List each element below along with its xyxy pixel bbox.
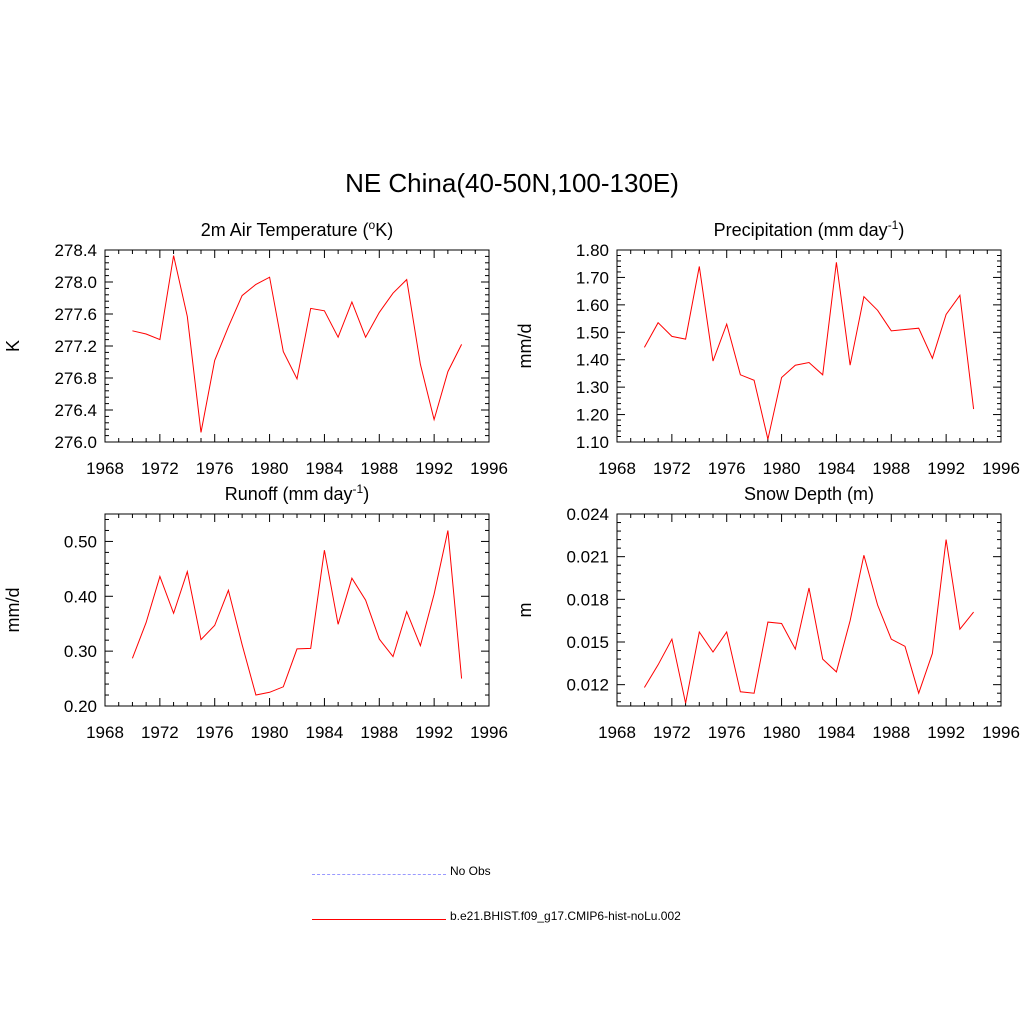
y-tick-label: 276.4 (54, 401, 97, 420)
x-tick-label: 1992 (415, 459, 453, 478)
y-tick-label: 0.30 (64, 642, 97, 661)
x-tick-label: 1988 (360, 723, 398, 742)
x-tick-label: 1976 (708, 723, 746, 742)
panel-title: 2m Air Temperature (oK) (201, 218, 393, 240)
x-tick-label: 1980 (251, 723, 289, 742)
panel-title-superscript: o (369, 218, 376, 232)
x-tick-label: 1996 (470, 459, 508, 478)
panel-title: Runoff (mm day-1) (225, 482, 369, 504)
y-tick-label: 0.015 (566, 633, 609, 652)
panel-title-main: Runoff (mm day (225, 484, 353, 504)
x-tick-label: 1996 (470, 723, 508, 742)
panel-title-superscript: -1 (353, 482, 364, 496)
plot-frame (104, 513, 490, 707)
y-tick-label: 0.012 (566, 676, 609, 695)
x-tick-label: 1976 (708, 459, 746, 478)
plot-frame (616, 249, 1002, 443)
y-tick-label: 0.20 (64, 697, 97, 716)
y-tick-label: 0.024 (566, 505, 609, 524)
legend-solid-line (312, 919, 446, 920)
x-tick-label: 1976 (196, 459, 234, 478)
y-tick-label: 276.8 (54, 369, 97, 388)
y-tick-label: 1.40 (576, 351, 609, 370)
panel-title-tail: ) (363, 484, 369, 504)
y-tick-label: 1.70 (576, 268, 609, 287)
legend-label-model: b.e21.BHIST.f09_g17.CMIP6-hist-noLu.002 (450, 909, 681, 923)
x-tick-label: 1968 (86, 723, 124, 742)
legend-label-obs: No Obs (450, 864, 491, 878)
x-tick-label: 1984 (818, 723, 856, 742)
x-tick-label: 1976 (196, 723, 234, 742)
chart-panel-3: Runoff (mm day-1) mm/d 1968 1972 1976 1980 198… (3, 482, 508, 742)
y-tick-label: 278.4 (54, 241, 97, 260)
x-tick-label: 1980 (763, 459, 801, 478)
y-tick-label: 1.10 (576, 433, 609, 452)
panel-title-tail: ) (898, 220, 904, 240)
x-tick-label: 1968 (598, 723, 636, 742)
x-tick-label: 1984 (306, 723, 344, 742)
panel-title-main: Snow Depth (m) (744, 484, 874, 504)
panel-title: Snow Depth (m) (744, 484, 874, 504)
panel-title-main: 2m Air Temperature ( (201, 220, 369, 240)
x-tick-label: 1980 (251, 459, 289, 478)
x-tick-label: 1988 (360, 459, 398, 478)
x-tick-label: 1996 (982, 723, 1020, 742)
panel-title: Precipitation (mm day-1) (714, 218, 905, 240)
legend-dashed-line (312, 874, 446, 875)
series-line (643, 262, 975, 440)
x-tick-label: 1980 (763, 723, 801, 742)
x-tick-label: 1972 (141, 723, 179, 742)
y-tick-label: 0.018 (566, 590, 609, 609)
plot-frame (104, 249, 490, 443)
x-tick-label: 1988 (872, 459, 910, 478)
y-axis-label: m (515, 603, 535, 618)
y-tick-label: 278.0 (54, 273, 97, 292)
y-axis-label: mm/d (515, 324, 535, 369)
panel-title-superscript: -1 (888, 218, 899, 232)
y-tick-label: 1.80 (576, 241, 609, 260)
series-line (643, 539, 974, 704)
x-tick-label: 1984 (818, 459, 856, 478)
figure-title: NE China(40-50N,100-130E) (345, 168, 679, 198)
y-tick-label: 276.0 (54, 433, 97, 452)
x-tick-label: 1992 (927, 459, 965, 478)
series-line (131, 530, 463, 696)
x-tick-label: 1992 (415, 723, 453, 742)
x-tick-label: 1968 (86, 459, 124, 478)
y-tick-label: 0.50 (64, 532, 97, 551)
y-tick-label: 1.60 (576, 296, 609, 315)
chart-panel-4: Snow Depth (m) m 1968 1972 1976 1980 1984 1988 1… (515, 484, 1020, 742)
x-tick-label: 1972 (653, 459, 691, 478)
chart-panel-2: Precipitation (mm day-1) mm/d 1968 1972 1976… (515, 218, 1020, 478)
y-tick-label: 1.30 (576, 378, 609, 397)
x-tick-label: 1992 (927, 723, 965, 742)
x-tick-label: 1988 (872, 723, 910, 742)
x-tick-label: 1968 (598, 459, 636, 478)
x-tick-label: 1996 (982, 459, 1020, 478)
x-tick-label: 1972 (141, 459, 179, 478)
y-axis-label: K (3, 340, 23, 352)
x-tick-label: 1984 (306, 459, 344, 478)
plot-frame (616, 513, 1002, 707)
chart-panel-1: 2m Air Temperature (oK) K 1968 1972 1976 1980… (3, 218, 508, 478)
panel-title-tail: K) (375, 220, 393, 240)
series-line (132, 255, 463, 433)
x-tick-label: 1972 (653, 723, 691, 742)
y-tick-label: 0.021 (566, 548, 609, 567)
y-tick-label: 0.40 (64, 587, 97, 606)
y-tick-label: 1.20 (576, 406, 609, 425)
panel-title-main: Precipitation (mm day (714, 220, 888, 240)
y-axis-label: mm/d (3, 588, 23, 633)
y-tick-label: 1.50 (576, 323, 609, 342)
y-tick-label: 277.6 (54, 305, 97, 324)
y-tick-label: 277.2 (54, 337, 97, 356)
